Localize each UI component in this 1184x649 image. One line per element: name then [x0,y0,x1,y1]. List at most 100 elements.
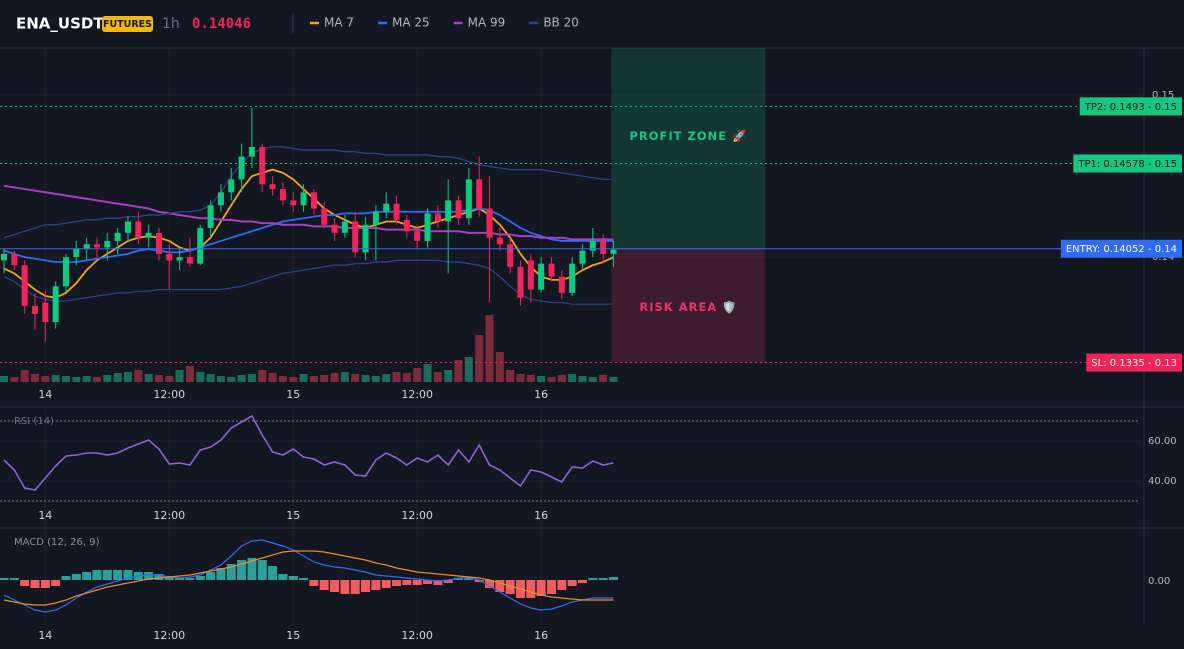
candle-body [207,205,214,228]
candle-body [424,213,431,241]
candle-body [52,286,59,323]
macd-histogram-bar [30,580,40,588]
candle-body [558,276,565,293]
volume-bar [113,373,122,382]
y-tick-label: 60.00 [1148,436,1177,447]
macd-histogram-bar [495,580,505,592]
volume-bar [103,375,112,382]
volume-bar [382,374,391,382]
ma-line [3,168,614,299]
volume-bar [247,374,256,382]
macd-title: MACD (12, 26, 9) [14,537,100,548]
macd-histogram-bar [588,578,598,580]
candle-body [135,221,142,238]
volume-bar [444,370,453,382]
candle-body [569,263,576,293]
candle-body [73,249,80,258]
volume-bar [495,352,504,382]
x-tick-label: 12:00 [401,388,433,401]
volume-bar [516,374,525,382]
volume-bar [547,377,556,382]
candle-body [114,232,121,241]
volume-bar [258,370,267,382]
macd-histogram-bar [371,580,381,590]
candle-body [589,240,596,251]
x-tick-label: 15 [286,509,300,522]
candle-body [465,179,472,219]
volume-bar [175,370,184,382]
candle-body [310,192,317,209]
volume-bar [423,364,432,382]
candle-body [248,146,255,157]
macd-histogram-bar [412,580,422,585]
volume-bar [92,377,101,382]
volume-bar [289,377,298,382]
volume-bar [568,374,577,382]
candle-body [269,184,276,190]
macd-histogram-bar [154,574,164,580]
candle-body [124,221,131,233]
candle-body [517,266,524,298]
candle-body [42,302,49,323]
candle-body [166,253,173,261]
rsi-title: RSI (14) [14,416,54,427]
x-tick-label: 14 [38,388,52,401]
macd-histogram-bar [443,580,453,583]
volume-bar [196,372,205,382]
volume-bar [330,373,339,382]
candle-body [372,211,379,225]
ma-line [3,184,614,241]
candle-body [383,203,390,212]
volume-bar [361,375,370,382]
macd-histogram-bar [164,576,174,580]
volume-bar [237,375,246,382]
candle-body [341,221,348,233]
candle-body [496,237,503,245]
level-label: TP2: 0.1493 - 0.15 [1084,102,1177,113]
volume-bar [433,372,442,382]
candle-body [93,244,100,248]
ma-line [3,207,614,263]
x-tick-label: 16 [534,509,548,522]
macd-histogram-bar [9,578,19,580]
volume-bar [216,376,225,382]
x-tick-label: 15 [286,629,300,642]
macd-histogram-bar [61,576,71,580]
volume-bar [392,372,401,382]
x-tick-label: 15 [286,388,300,401]
bb-lower [3,259,614,305]
candle-body [486,208,493,238]
macd-histogram-bar [175,578,185,580]
profit-zone [611,48,766,249]
macd-histogram-bar [330,580,340,592]
macd-histogram-bar [195,576,205,580]
macd-histogram-bar [474,580,484,582]
candle-body [186,257,193,264]
volume-bar [485,315,494,382]
volume-bar [144,374,153,382]
candle-body [21,265,28,306]
x-tick-label: 12:00 [153,509,185,522]
volume-bar [526,375,535,382]
macd-histogram-bar [123,570,133,580]
candle-body [600,240,607,254]
candle-body [31,305,38,314]
badge-bg [102,16,153,32]
risk-zone [611,248,766,363]
macd-histogram-bar [144,572,154,580]
macd-histogram-bar [309,580,319,586]
macd-histogram-bar [433,580,443,585]
candle-body [1,253,7,261]
y-tick-label: 40.00 [1148,476,1177,487]
zone-label: RISK AREA 🛡️ [639,300,737,314]
volume-bar [309,376,318,382]
level-label: TP1: 0.14578 - 0.15 [1077,159,1177,170]
volume-bar [588,377,597,382]
level-label-bg [1079,97,1182,116]
zones-layer [611,48,766,363]
volume-bar [351,374,360,382]
macd-histogram-bar [185,578,195,580]
level-label-bg [1073,154,1182,173]
macd-histogram-bar [237,560,247,580]
